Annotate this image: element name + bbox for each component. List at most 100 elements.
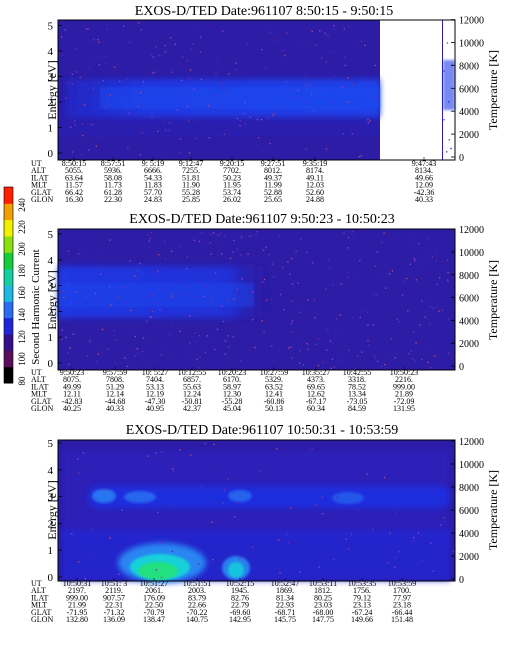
noise-speck [200,78,203,81]
noise-speck [289,273,291,275]
noise-speck [412,358,414,360]
panel-3-mid-band [88,486,450,508]
noise-speck [85,28,88,30]
noise-speck [389,532,391,534]
panel-1-energy-label: Energy [eV] [45,60,59,119]
noise-speck [121,509,123,511]
noise-speck [165,129,167,132]
noise-speck [81,123,84,125]
noise-speck [180,79,183,82]
table-cell: 51.29 [106,382,124,391]
noise-speck [325,329,327,332]
noise-speck [69,347,71,349]
noise-speck [140,92,142,94]
noise-speck [390,338,392,340]
table-cell: 907.57 [103,593,125,602]
noise-speck [367,339,369,342]
noise-speck [136,352,139,354]
noise-speck [368,344,370,347]
colorbar-tick-label: 240 [17,198,27,212]
noise-speck [232,336,234,338]
noise-speck [172,468,174,470]
table-row-label: UT [31,368,42,377]
noise-speck [203,311,205,313]
table-cell: 49.66 [415,173,433,182]
colorbar-segment [4,219,13,237]
table-row-label: GLAT [31,188,52,197]
noise-speck [208,137,210,139]
noise-speck [372,527,374,530]
noise-speck [178,281,180,283]
table-cell: 22.93 [276,601,294,610]
table-cell: 10:20:23 [218,368,246,377]
noise-speck [138,22,140,24]
table-cell: 9:27:51 [261,159,285,168]
noise-speck [220,468,222,470]
noise-speck [164,44,166,47]
table-cell: 24.83 [144,195,162,204]
noise-speck [367,119,369,121]
noise-speck [358,509,360,511]
noise-speck [164,51,167,53]
noise-speck [348,237,350,239]
panel-1-ion-band-core [100,87,380,109]
noise-speck [129,260,131,262]
table-cell: 10:27:59 [260,368,288,377]
noise-speck [71,83,74,85]
noise-speck [340,283,342,285]
colorbar-segment [4,187,13,204]
table-cell: -47.30 [145,397,166,406]
noise-speck [290,322,293,325]
noise-speck [222,320,225,323]
noise-speck [347,247,349,249]
noise-speck [188,284,190,287]
noise-speck [335,318,338,320]
noise-speck [317,338,320,340]
energy-tick-label: 2 [48,97,54,109]
noise-speck [169,333,171,336]
noise-speck [173,461,176,464]
noise-speck [201,485,203,487]
noise-speck [82,452,85,454]
noise-speck [150,53,152,56]
noise-speck [221,87,223,90]
noise-speck [195,341,198,343]
noise-speck [306,342,308,345]
energy-tick-label: 0 [48,572,54,584]
temperature-tick-label: 0 [459,153,464,164]
noise-speck [256,118,259,121]
noise-speck [84,577,87,580]
table-row-label: GLAT [31,397,52,406]
table-cell: 6666. [144,166,162,175]
noise-speck [321,512,323,515]
noise-speck [452,550,455,552]
noise-speck [412,540,415,542]
noise-speck [376,251,378,253]
noise-speck [88,67,90,69]
noise-speck [432,570,435,572]
noise-speck [344,64,347,67]
noise-speck [311,262,314,264]
panel-1-right-edge-band [443,60,455,110]
noise-speck [309,449,311,452]
table-cell: -73.05 [347,397,368,406]
noise-speck [109,537,111,539]
noise-speck [427,361,429,363]
noise-speck [102,80,104,82]
noise-speck [261,48,263,51]
panel-1-frame [57,19,456,161]
table-cell: 40.95 [146,404,164,413]
noise-speck [209,242,212,244]
noise-speck [334,75,336,77]
table-cell: -60.86 [264,397,285,406]
panel-1-temperature-axis: 0 2000 4000 6000 8000 10000 12000 [451,16,484,164]
noise-speck [244,102,246,104]
noise-speck [108,285,111,288]
noise-speck [435,260,437,262]
noise-speck [226,298,229,300]
table-row-label: ALT [31,166,46,175]
noise-speck [78,472,80,474]
table-cell: 4373. [307,375,325,384]
temperature-tick-label: 4000 [459,316,479,327]
noise-speck [157,511,159,514]
